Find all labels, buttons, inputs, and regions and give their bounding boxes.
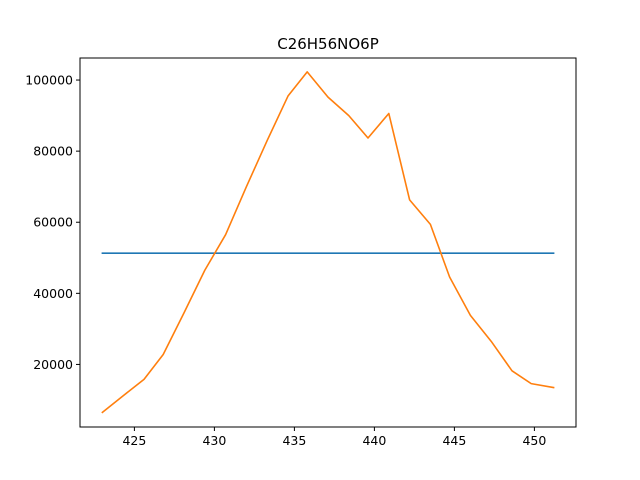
y-tick-label: 20000: [33, 357, 73, 372]
x-tick-label: 430: [202, 433, 226, 448]
y-tick-label: 40000: [33, 286, 73, 301]
x-tick-label: 445: [442, 433, 466, 448]
axes-layer: 425 430 435 440 445 450 20000 40000 60000 80000 10…: [25, 57, 577, 448]
x-tick-label: 435: [282, 433, 306, 448]
x-tick-label: 440: [362, 433, 386, 448]
y-tick-label: 100000: [25, 73, 73, 88]
plot-frame: [79, 57, 577, 428]
series-layer: [101, 71, 555, 414]
series-line-2: [101, 71, 555, 414]
y-tick-label: 60000: [33, 215, 73, 230]
x-tick-label: 425: [122, 433, 146, 448]
chart-title: C26H56NO6P: [277, 35, 379, 53]
y-tick-label: 80000: [33, 144, 73, 159]
x-tick-label: 450: [522, 433, 546, 448]
